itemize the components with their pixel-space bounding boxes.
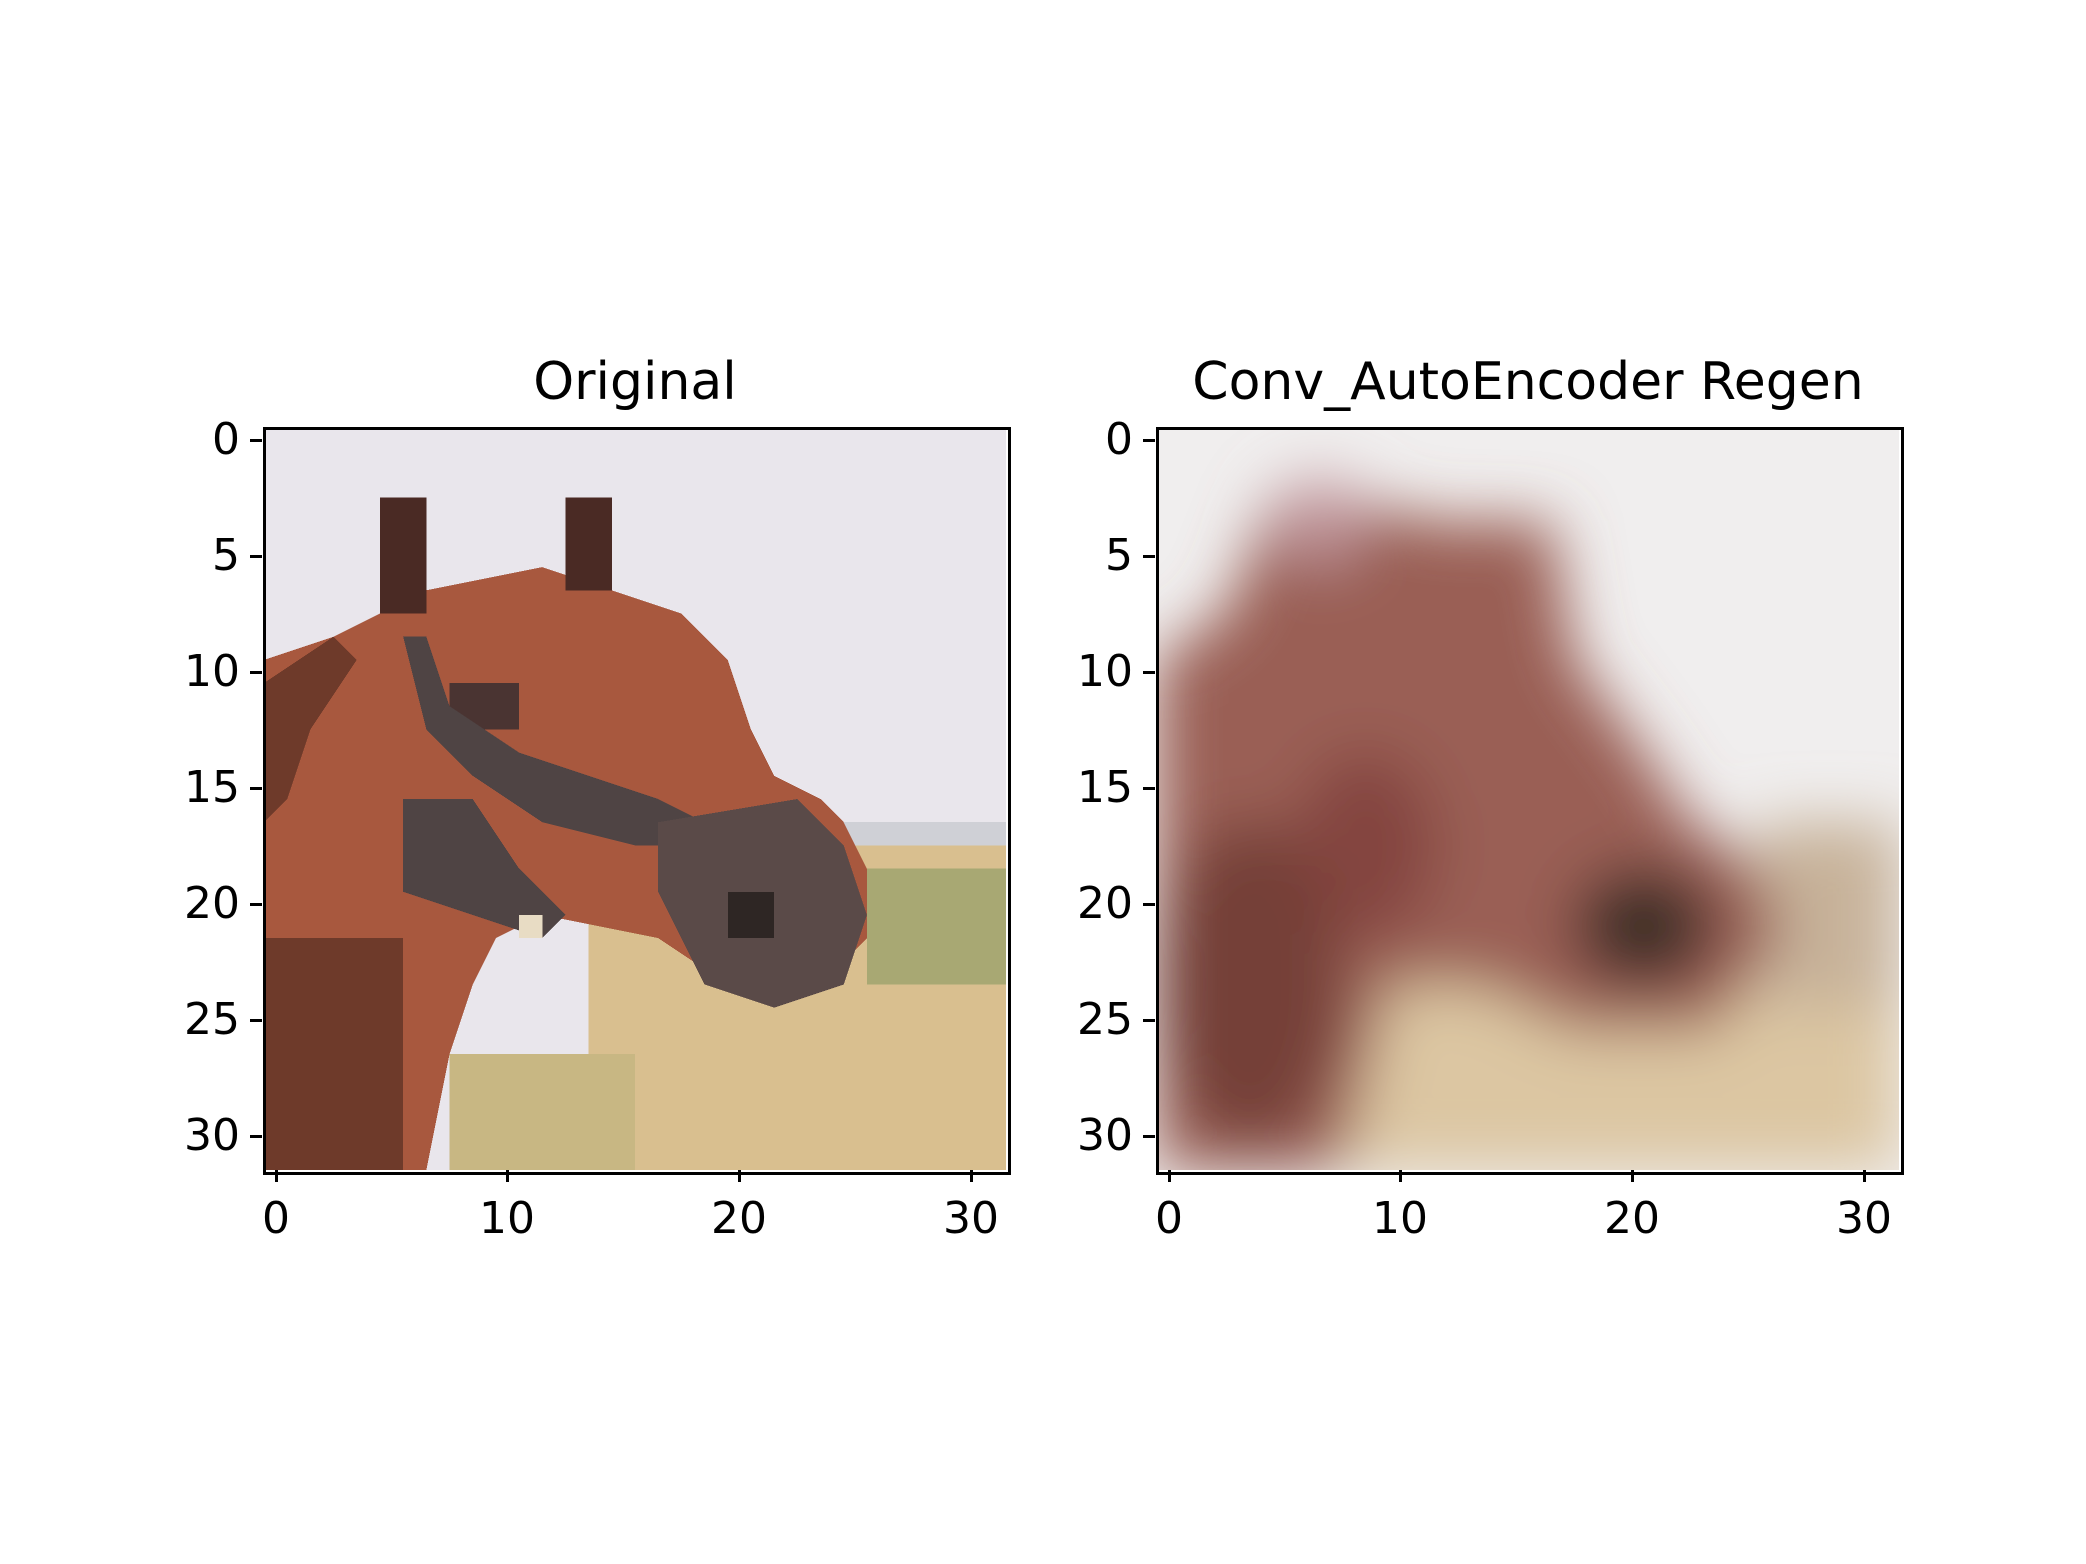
x-tick bbox=[1399, 1170, 1402, 1182]
y-tick-label: 5 bbox=[212, 530, 240, 581]
y-tick bbox=[1143, 439, 1155, 442]
y-tick-label: 0 bbox=[1105, 414, 1133, 465]
x-tick-label: 30 bbox=[943, 1193, 999, 1244]
x-tick-label: 30 bbox=[1836, 1193, 1892, 1244]
y-tick-label: 25 bbox=[1077, 994, 1133, 1045]
muzzle bbox=[1574, 868, 1714, 985]
field-patch bbox=[449, 1054, 635, 1170]
y-tick-label: 10 bbox=[1077, 646, 1133, 697]
y-tick bbox=[250, 671, 262, 674]
cheek-shadow bbox=[1296, 752, 1436, 939]
y-tick-label: 25 bbox=[184, 994, 240, 1045]
y-tick bbox=[250, 439, 262, 442]
panel-title-original: Original bbox=[533, 352, 737, 412]
left-ear bbox=[379, 497, 427, 614]
nostril bbox=[727, 891, 775, 939]
right-ear bbox=[565, 497, 612, 591]
highlight bbox=[519, 914, 543, 939]
y-tick-label: 20 bbox=[184, 878, 240, 929]
x-tick bbox=[1168, 1170, 1171, 1182]
y-tick bbox=[1143, 1135, 1155, 1138]
horse-head-body bbox=[264, 567, 867, 1170]
neck-shadow bbox=[264, 938, 404, 1170]
x-tick bbox=[506, 1170, 509, 1182]
y-tick bbox=[250, 555, 262, 558]
x-tick bbox=[1631, 1170, 1634, 1182]
neck-shadow bbox=[1157, 822, 1343, 1147]
horizon-band bbox=[1759, 822, 1899, 1008]
x-tick bbox=[1863, 1170, 1866, 1182]
y-tick bbox=[1143, 787, 1155, 790]
x-tick-label: 20 bbox=[1604, 1193, 1660, 1244]
x-tick bbox=[275, 1170, 278, 1182]
y-tick bbox=[1143, 903, 1155, 906]
x-tick-label: 10 bbox=[1372, 1193, 1428, 1244]
bridle-cheek bbox=[403, 799, 566, 939]
original-image bbox=[264, 428, 1006, 1170]
panel-title-regen: Conv_AutoEncoder Regen bbox=[1192, 352, 1864, 412]
bridle-strap bbox=[403, 636, 705, 846]
y-tick-label: 5 bbox=[1105, 530, 1133, 581]
y-tick bbox=[250, 1135, 262, 1138]
x-tick-label: 10 bbox=[479, 1193, 535, 1244]
y-tick-label: 20 bbox=[1077, 878, 1133, 929]
y-tick bbox=[1143, 1019, 1155, 1022]
y-tick bbox=[1143, 671, 1155, 674]
blurred-content bbox=[1157, 474, 1899, 1170]
y-tick-label: 30 bbox=[1077, 1110, 1133, 1161]
y-tick-label: 15 bbox=[1077, 762, 1133, 813]
y-tick bbox=[250, 787, 262, 790]
image-panel-regen: 0 10 20 30 0 5 10 15 20 25 30 bbox=[1077, 415, 1904, 1244]
y-tick-label: 30 bbox=[184, 1110, 240, 1161]
image-panel-original: 0 10 20 30 0 5 10 15 20 25 30 bbox=[184, 415, 1011, 1244]
x-tick-label: 0 bbox=[1155, 1193, 1183, 1244]
x-tick-label: 20 bbox=[711, 1193, 767, 1244]
y-tick bbox=[250, 1019, 262, 1022]
x-tick bbox=[970, 1170, 973, 1182]
y-tick-label: 15 bbox=[184, 762, 240, 813]
y-tick bbox=[1143, 555, 1155, 558]
ear-highlight bbox=[1272, 474, 1366, 568]
y-tick-label: 0 bbox=[212, 414, 240, 465]
y-tick-label: 10 bbox=[184, 646, 240, 697]
grass-patch bbox=[866, 868, 1006, 985]
regen-image bbox=[1157, 428, 1899, 1170]
x-tick-label: 0 bbox=[262, 1193, 290, 1244]
x-tick bbox=[738, 1170, 741, 1182]
y-tick bbox=[250, 903, 262, 906]
mane bbox=[264, 636, 357, 823]
